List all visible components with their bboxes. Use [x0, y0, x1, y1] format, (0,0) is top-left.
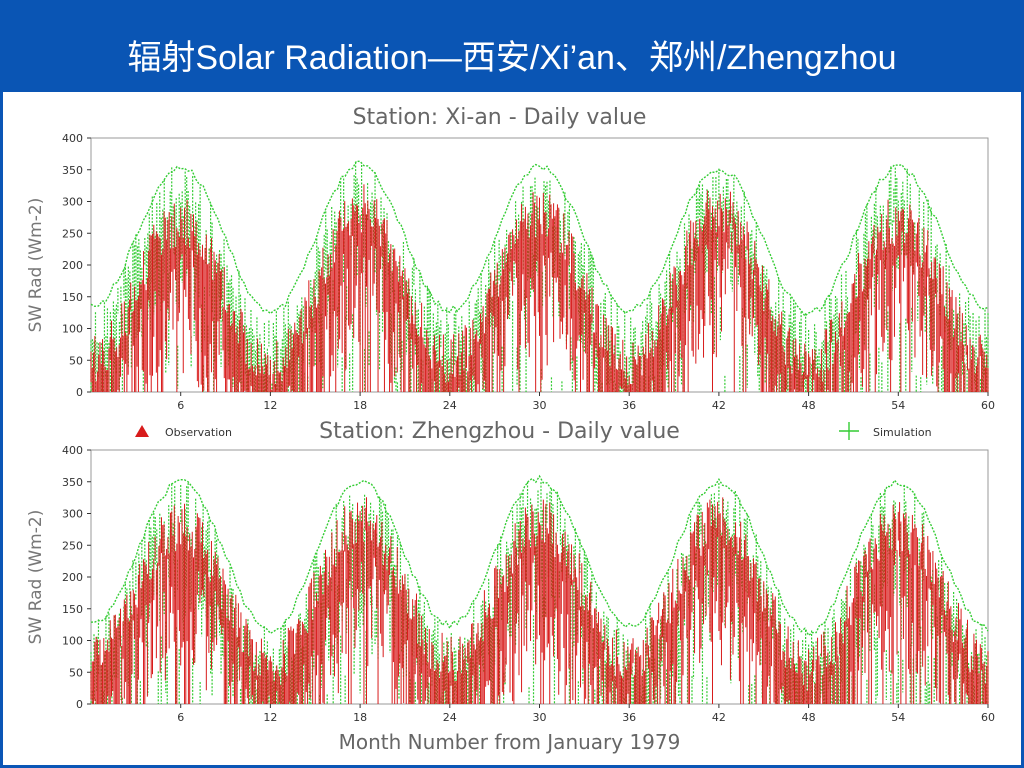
x-tick-label-xian-48: 48: [802, 399, 816, 412]
x-tick-label-xian-12: 12: [263, 399, 277, 412]
y-axis-label-zhengzhou: SW Rad (Wm-2): [26, 510, 46, 645]
x-tick-label-xian-54: 54: [891, 399, 905, 412]
y-tick-label-xian-200: 200: [62, 259, 83, 272]
x-tick-label-xian-60: 60: [981, 399, 995, 412]
y-axis-label-xian: SW Rad (Wm-2): [26, 198, 46, 333]
x-tick-label-zhengzhou-6: 6: [177, 711, 184, 724]
y-tick-label-xian-100: 100: [62, 323, 83, 336]
y-tick-label-zhengzhou-0: 0: [76, 698, 83, 711]
x-tick-label-zhengzhou-48: 48: [802, 711, 816, 724]
x-tick-label-zhengzhou-12: 12: [263, 711, 277, 724]
x-tick-label-zhengzhou-60: 60: [981, 711, 995, 724]
x-tick-label-zhengzhou-54: 54: [891, 711, 905, 724]
y-tick-label-zhengzhou-350: 350: [62, 476, 83, 489]
x-tick-label-xian-18: 18: [353, 399, 367, 412]
simulation-envelope-zhengzhou: [90, 474, 989, 637]
y-tick-label-xian-150: 150: [62, 291, 83, 304]
y-tick-label-zhengzhou-100: 100: [62, 635, 83, 648]
y-tick-label-zhengzhou-50: 50: [69, 666, 83, 679]
x-tick-label-zhengzhou-30: 30: [533, 711, 547, 724]
x-tick-label-xian-30: 30: [533, 399, 547, 412]
chart-area: Station: Xi-an - Daily value 0 50 100 150 200…: [3, 92, 1021, 765]
x-tick-label-xian-6: 6: [177, 399, 184, 412]
chart-title-xian: Station: Xi-an - Daily value: [353, 105, 647, 130]
x-tick-label-xian-42: 42: [712, 399, 726, 412]
y-tick-label-zhengzhou-150: 150: [62, 603, 83, 616]
legend-observation-marker: [135, 425, 149, 437]
y-tick-label-xian-0: 0: [76, 386, 83, 399]
x-tick-label-xian-24: 24: [443, 399, 457, 412]
y-tick-label-xian-400: 400: [62, 132, 83, 145]
x-tick-label-zhengzhou-18: 18: [353, 711, 367, 724]
y-tick-label-xian-300: 300: [62, 196, 83, 209]
charts-svg: Station: Xi-an - Daily value 0 50 100 150 200…: [26, 105, 995, 754]
y-tick-label-zhengzhou-400: 400: [62, 444, 83, 457]
x-tick-label-zhengzhou-24: 24: [443, 711, 457, 724]
x-tick-label-xian-36: 36: [622, 399, 636, 412]
simulation-envelope-xian: [90, 160, 989, 318]
y-tick-label-zhengzhou-200: 200: [62, 571, 83, 584]
y-tick-label-xian-50: 50: [69, 354, 83, 367]
slide-title: 辐射Solar Radiation—西安/Xi’an、郑州/Zhengzhou: [127, 39, 897, 77]
legend-simulation-label: Simulation: [873, 426, 932, 439]
y-tick-label-zhengzhou-250: 250: [62, 539, 83, 552]
y-tick-label-xian-350: 350: [62, 164, 83, 177]
x-axis-label-zhengzhou: Month Number from January 1979: [339, 730, 681, 754]
y-tick-label-xian-250: 250: [62, 227, 83, 240]
x-tick-label-zhengzhou-42: 42: [712, 711, 726, 724]
title-bar: 辐射Solar Radiation—西安/Xi’an、郑州/Zhengzhou: [0, 0, 1024, 92]
x-tick-label-zhengzhou-36: 36: [622, 711, 636, 724]
chart-title-zhengzhou: Station: Zhengzhou - Daily value: [319, 419, 680, 444]
legend-observation-label: Observation: [165, 426, 232, 439]
y-tick-label-zhengzhou-300: 300: [62, 508, 83, 521]
